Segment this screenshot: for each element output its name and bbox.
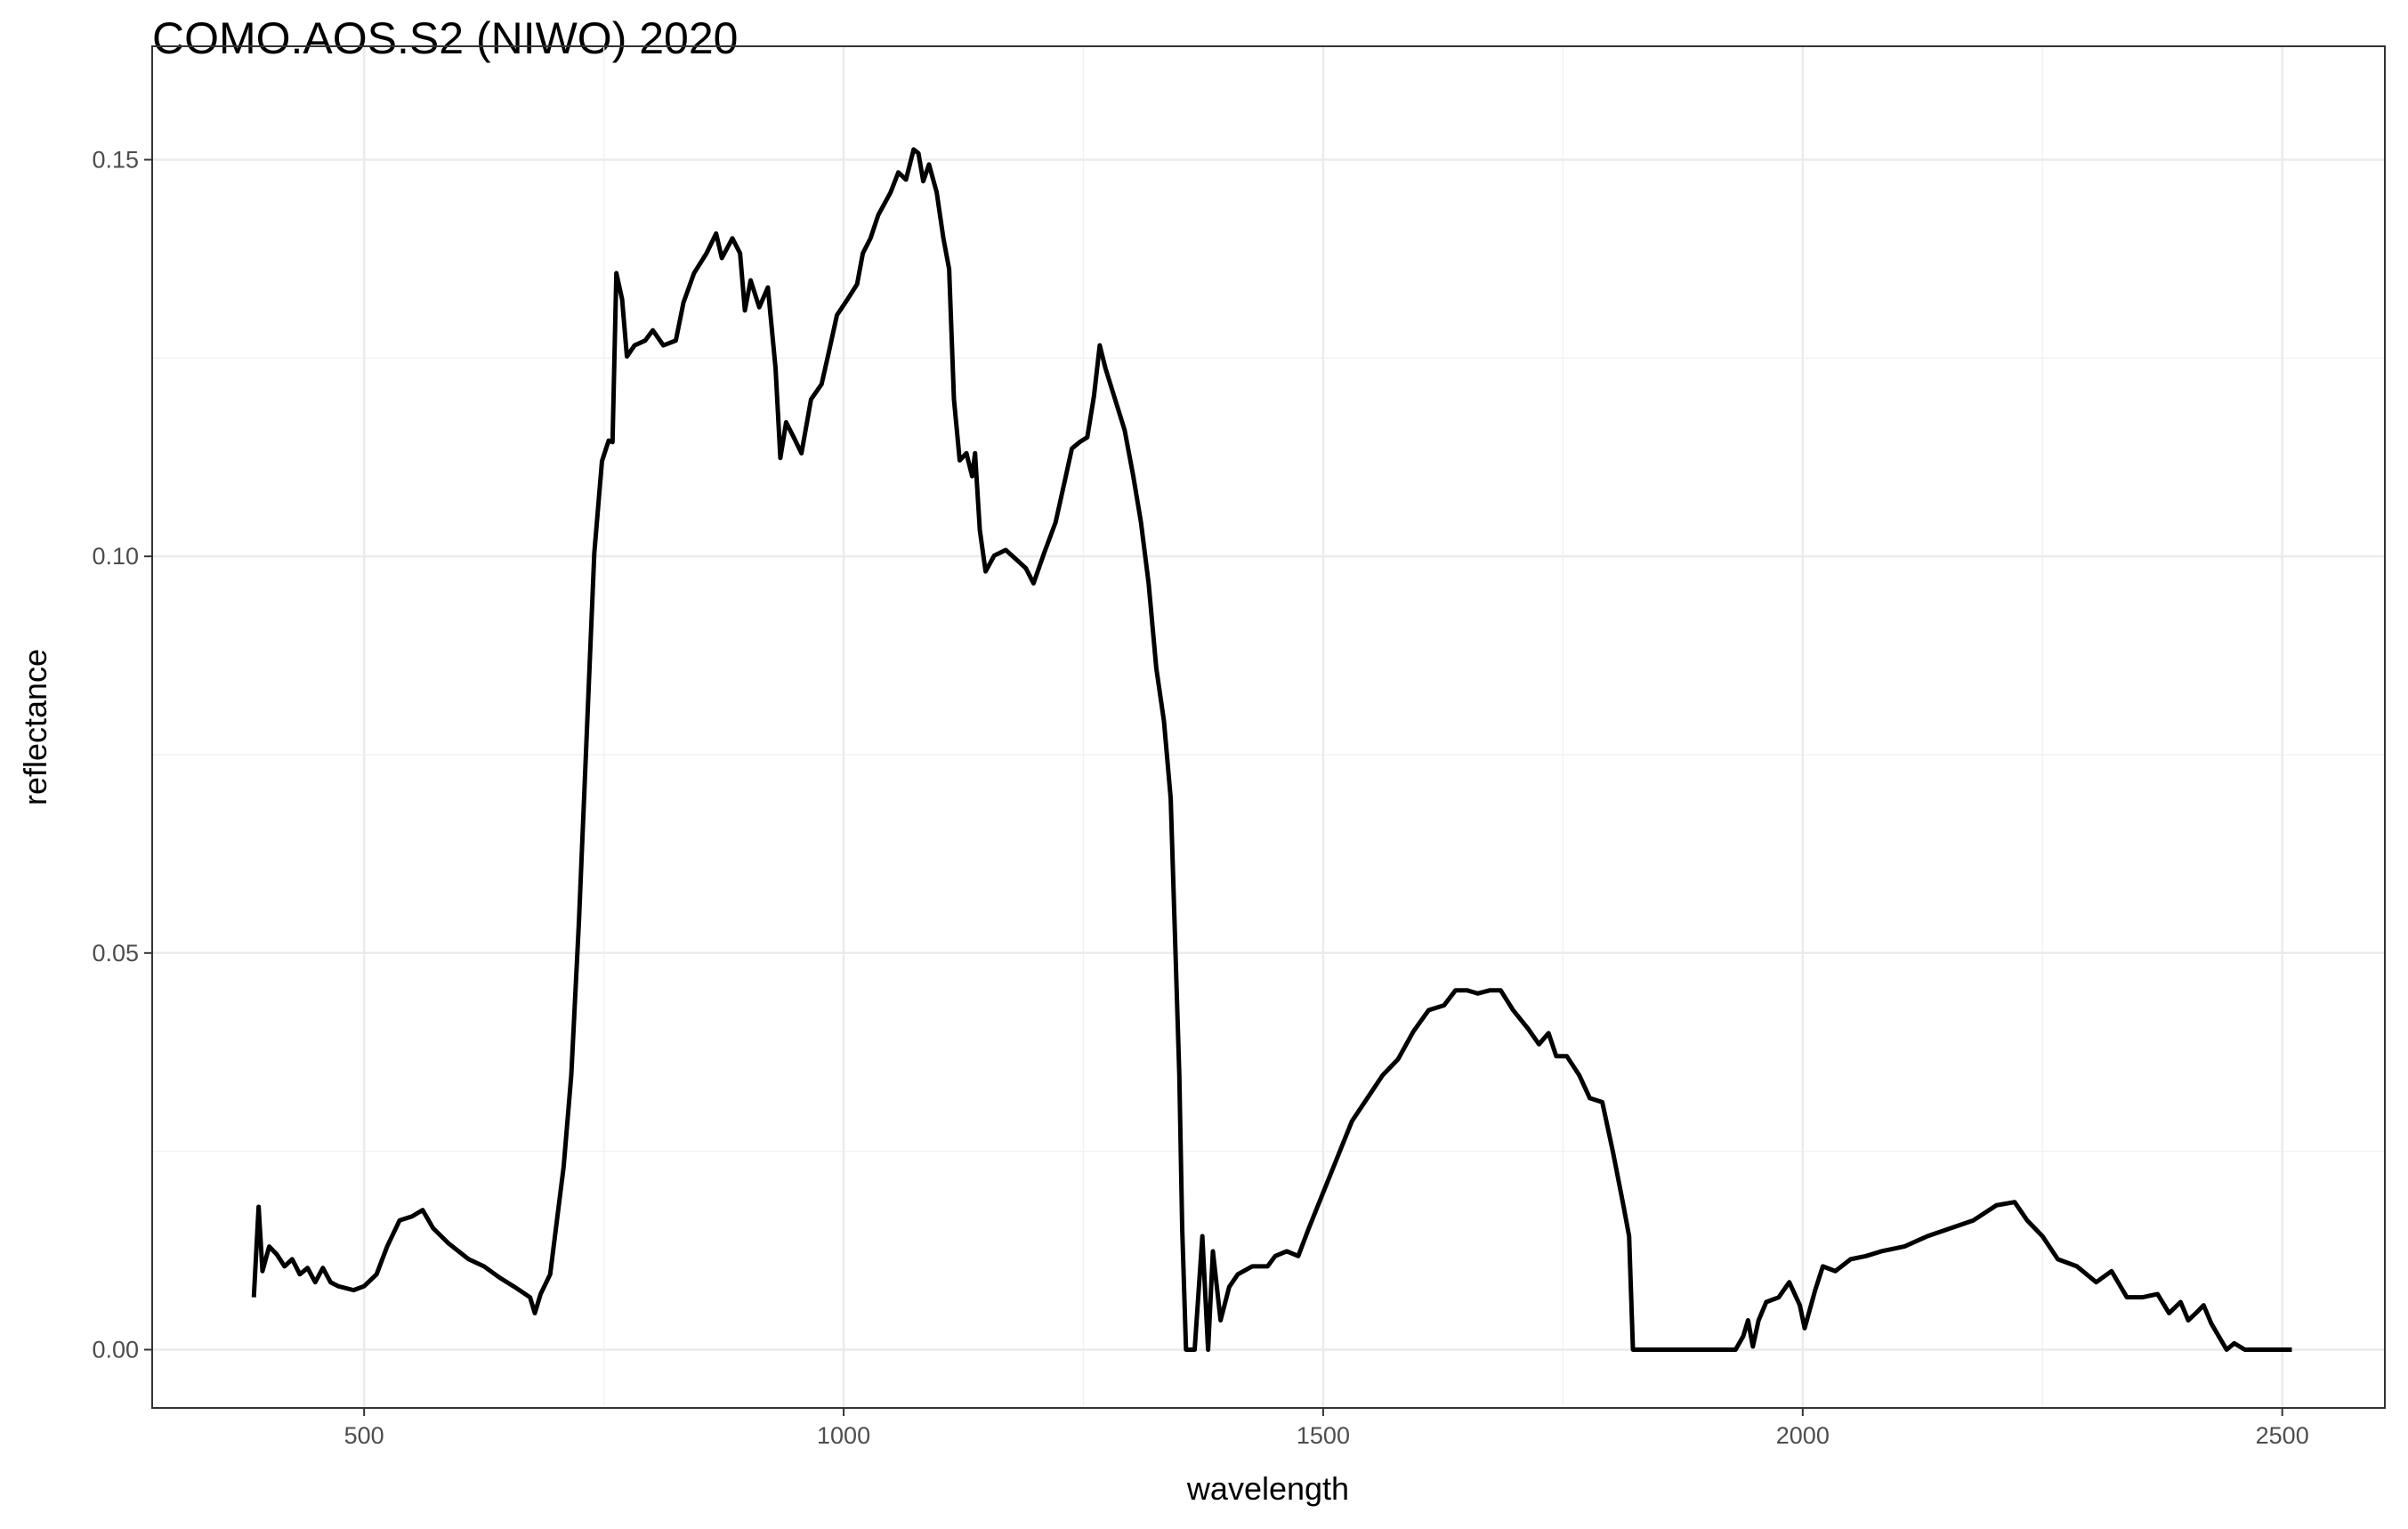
x-tick-label: 1000 [817, 1422, 870, 1449]
x-axis-title: wavelength [1186, 1470, 1349, 1507]
plot-border [151, 45, 2386, 1409]
y-tick-label: 0.05 [92, 940, 139, 967]
y-tick-label: 0.10 [92, 543, 139, 570]
y-axis-title: reflectance [17, 649, 53, 805]
x-tick-label: 500 [344, 1422, 384, 1449]
y-tick-label: 0.15 [92, 146, 139, 173]
x-tick-label: 2000 [1776, 1422, 1830, 1449]
spectrum-line [251, 147, 2292, 1352]
y-tick-label: 0.00 [92, 1336, 139, 1363]
x-tick-label: 1500 [1297, 1422, 1350, 1449]
x-tick-label: 2500 [2256, 1422, 2309, 1449]
chart-title: COMO.AOS.S2 (NIWO) 2020 [152, 13, 738, 63]
